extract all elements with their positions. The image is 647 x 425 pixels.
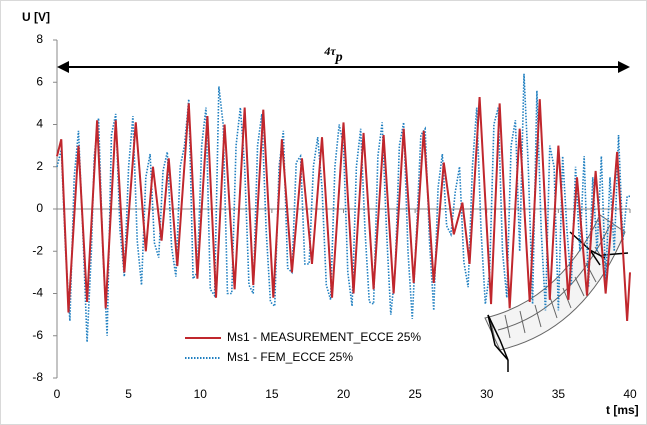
legend-label: Ms1 - FEM_ECCE 25%: [227, 350, 353, 364]
annotation: 4τp: [323, 44, 342, 65]
y-tick-label: -8: [32, 370, 43, 384]
y-tick-label: 2: [36, 159, 43, 173]
y-tick-label: 0: [36, 201, 43, 215]
x-tick-label: 5: [125, 387, 132, 401]
x-tick-label: 15: [265, 387, 279, 401]
legend-label: Ms1 - MEASUREMENT_ECCE 25%: [227, 330, 421, 344]
y-tick-label: 8: [36, 32, 43, 46]
y-tick-label: -6: [32, 328, 43, 342]
x-axis-label: t [ms]: [606, 403, 639, 417]
x-tick-label: 30: [480, 387, 494, 401]
x-tick-label: 0: [54, 387, 61, 401]
y-tick-label: 4: [36, 117, 43, 131]
annotation-subscript: p: [335, 50, 343, 65]
y-tick-label: 6: [36, 74, 43, 88]
y-tick-label: -4: [32, 286, 43, 300]
x-tick-label: 35: [552, 387, 566, 401]
x-tick-label: 20: [337, 387, 351, 401]
series-line: [56, 96, 631, 322]
y-tick-label: -2: [32, 243, 43, 257]
annotation-text: 4τ: [323, 44, 336, 58]
arrow-head: [57, 61, 69, 73]
y-axis-label: U [V]: [22, 10, 50, 24]
arrow-head: [618, 61, 630, 73]
x-tick-label: 25: [408, 387, 422, 401]
x-tick-label: 40: [623, 387, 637, 401]
x-tick-label: 10: [194, 387, 208, 401]
